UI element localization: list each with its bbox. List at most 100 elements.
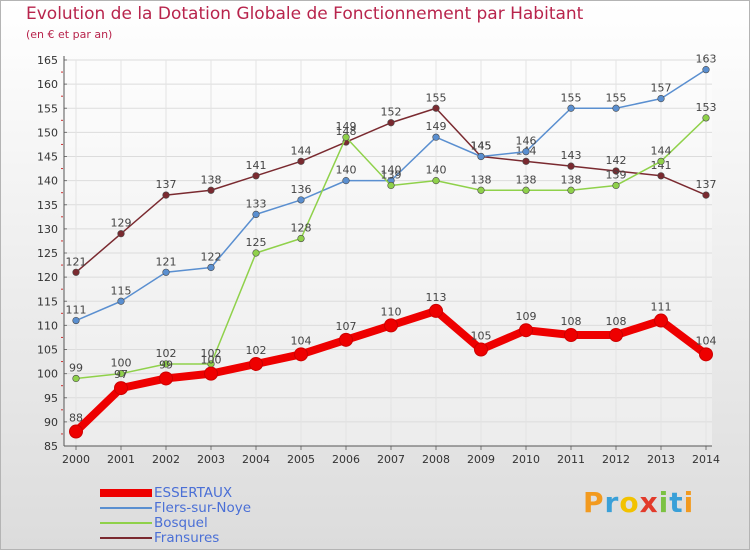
x-tick-label: 2004 xyxy=(242,453,270,466)
data-point-bosquel xyxy=(702,114,710,122)
data-label-essertaux: 100 xyxy=(201,354,222,367)
legend-swatch xyxy=(100,507,152,509)
data-point-flers-sur-noye xyxy=(432,133,440,141)
data-point-fransures xyxy=(432,104,440,112)
data-label-flers-sur-noye: 140 xyxy=(381,164,402,177)
data-point-fransures xyxy=(567,162,575,170)
data-point-flers-sur-noye xyxy=(612,104,620,112)
data-point-flers-sur-noye xyxy=(72,316,80,325)
data-point-essertaux xyxy=(474,342,488,357)
data-point-flers-sur-noye xyxy=(567,104,575,112)
data-label-essertaux: 109 xyxy=(516,310,537,323)
x-tick-label: 2005 xyxy=(287,453,315,466)
data-label-bosquel: 139 xyxy=(381,168,402,181)
x-tick-label: 2001 xyxy=(107,453,135,466)
y-tick-label: 90 xyxy=(44,416,58,429)
data-label-essertaux: 104 xyxy=(696,334,717,347)
data-point-fransures xyxy=(522,157,530,165)
data-point-bosquel xyxy=(252,249,260,257)
data-label-essertaux: 104 xyxy=(291,334,312,347)
data-label-flers-sur-noye: 155 xyxy=(561,91,582,104)
data-label-essertaux: 108 xyxy=(606,315,627,328)
data-label-bosquel: 144 xyxy=(651,144,672,157)
data-point-flers-sur-noye xyxy=(297,196,305,204)
data-point-fransures xyxy=(387,119,395,127)
data-label-bosquel: 140 xyxy=(426,164,447,177)
x-tick-label: 2000 xyxy=(62,453,90,466)
x-tick-label: 2008 xyxy=(422,453,450,466)
y-tick-label: 105 xyxy=(37,344,58,357)
data-label-fransures: 155 xyxy=(426,91,447,104)
data-point-fransures xyxy=(657,172,665,180)
data-label-fransures: 141 xyxy=(651,159,672,172)
data-label-fransures: 143 xyxy=(561,149,582,162)
x-tick-label: 2011 xyxy=(557,453,585,466)
legend-swatch xyxy=(100,489,152,497)
data-label-flers-sur-noye: 146 xyxy=(516,135,537,148)
data-point-flers-sur-noye xyxy=(252,210,260,218)
data-point-flers-sur-noye xyxy=(477,152,485,161)
data-point-flers-sur-noye xyxy=(702,66,710,74)
data-label-flers-sur-noye: 133 xyxy=(246,197,267,210)
data-label-flers-sur-noye: 163 xyxy=(696,53,717,66)
data-label-essertaux: 107 xyxy=(336,320,357,333)
y-tick-label: 165 xyxy=(37,54,58,67)
y-tick-label: 115 xyxy=(37,295,58,308)
y-tick-label: 135 xyxy=(37,199,58,212)
data-label-bosquel: 102 xyxy=(156,347,177,360)
x-tick-label: 2003 xyxy=(197,453,225,466)
data-point-essertaux xyxy=(564,328,578,343)
data-point-essertaux xyxy=(249,356,263,371)
data-point-bosquel xyxy=(657,157,665,165)
data-label-fransures: 137 xyxy=(156,178,177,191)
chart-subtitle: (en € et par an) xyxy=(26,28,113,41)
data-point-essertaux xyxy=(159,371,173,386)
data-point-bosquel xyxy=(297,234,305,243)
logo-letter: i xyxy=(658,486,670,519)
logo-letter: r xyxy=(604,486,620,519)
data-point-fransures xyxy=(207,186,215,194)
y-tick-label: 150 xyxy=(37,126,58,139)
data-point-essertaux xyxy=(384,318,398,333)
data-label-fransures: 121 xyxy=(66,255,87,268)
chart-title: Evolution de la Dotation Globale de Fonc… xyxy=(26,4,584,24)
data-label-essertaux: 88 xyxy=(69,412,83,425)
data-point-fransures xyxy=(702,191,710,199)
data-point-fransures xyxy=(612,167,620,175)
data-point-essertaux xyxy=(519,323,533,338)
data-label-flers-sur-noye: 111 xyxy=(66,304,87,317)
data-label-bosquel: 99 xyxy=(69,361,83,374)
data-point-bosquel xyxy=(117,370,125,378)
x-tick-label: 2014 xyxy=(692,453,720,466)
data-label-essertaux: 113 xyxy=(426,291,447,304)
data-label-bosquel: 102 xyxy=(201,347,222,360)
legend-label: Fransures xyxy=(154,530,220,546)
x-tick-label: 2007 xyxy=(377,453,405,466)
y-tick-label: 100 xyxy=(37,368,58,381)
x-tick-label: 2010 xyxy=(512,453,540,466)
data-label-bosquel: 100 xyxy=(111,357,132,370)
data-label-essertaux: 111 xyxy=(651,301,672,314)
data-point-bosquel xyxy=(387,181,395,190)
data-label-fransures: 144 xyxy=(291,144,312,157)
data-label-essertaux: 97 xyxy=(114,368,128,381)
data-label-bosquel: 125 xyxy=(246,236,267,249)
data-label-fransures: 142 xyxy=(606,154,627,167)
data-point-bosquel xyxy=(477,186,485,194)
data-point-fransures xyxy=(252,172,260,180)
x-tick-label: 2006 xyxy=(332,453,360,466)
y-tick-label: 140 xyxy=(37,175,58,188)
data-label-bosquel: 128 xyxy=(291,222,312,235)
data-label-flers-sur-noye: 140 xyxy=(336,164,357,177)
data-point-flers-sur-noye xyxy=(522,148,530,156)
data-point-bosquel xyxy=(72,374,80,383)
data-label-flers-sur-noye: 136 xyxy=(291,183,312,196)
data-label-flers-sur-noye: 149 xyxy=(426,120,447,133)
data-label-bosquel: 138 xyxy=(471,173,492,186)
data-label-fransures: 152 xyxy=(381,106,402,119)
data-point-bosquel xyxy=(522,186,530,194)
proxiti-logo: Proxiti xyxy=(583,486,694,519)
data-point-essertaux xyxy=(429,303,443,318)
